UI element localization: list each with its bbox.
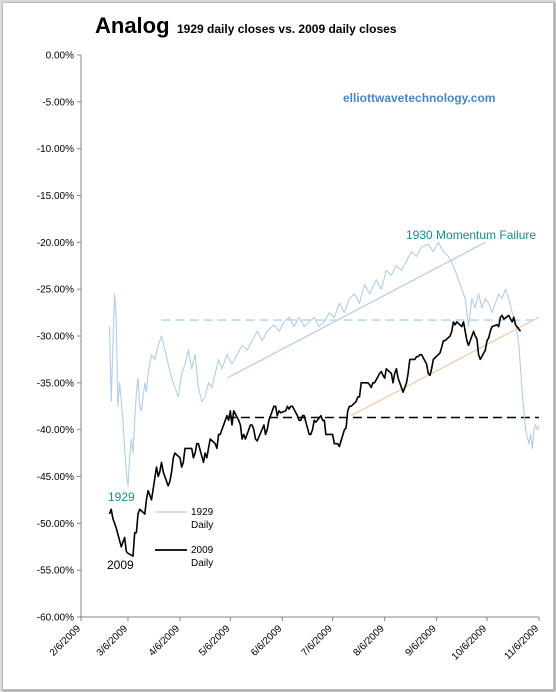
chart: Analog 1929 daily closes vs. 2009 daily … bbox=[3, 3, 553, 689]
y-tick-label: -40.00% bbox=[37, 425, 74, 436]
y-tick-label: -30.00% bbox=[37, 332, 74, 343]
y-tick-label: -50.00% bbox=[37, 519, 74, 530]
series-line-1929 bbox=[110, 242, 540, 486]
momentum-failure-annotation: 1930 Momentum Failure bbox=[406, 228, 536, 242]
x-tick-label: 8/6/2009 bbox=[351, 623, 387, 659]
y-tick-label: -45.00% bbox=[37, 472, 74, 483]
y-tick-label: -55.00% bbox=[37, 566, 74, 577]
x-tick-label: 9/6/2009 bbox=[403, 623, 439, 659]
chart-title: Analog bbox=[95, 13, 170, 38]
trend-line bbox=[227, 242, 485, 378]
x-tick-label: 10/6/2009 bbox=[450, 623, 490, 663]
x-tick-label: 11/6/2009 bbox=[502, 623, 541, 662]
y-tick-label: -25.00% bbox=[37, 285, 74, 296]
label-2009: 2009 bbox=[107, 558, 134, 572]
watermark: elliottwavetechnology.com bbox=[343, 91, 495, 105]
legend-label: 1929 bbox=[191, 507, 214, 518]
y-tick-label: 0.00% bbox=[46, 51, 74, 62]
y-axis: 0.00% -5.00% -10.00% -15.00% -20.00% -25.00% -… bbox=[37, 51, 81, 624]
legend: 1929 Daily 2009 Daily bbox=[155, 507, 214, 569]
chart-subtitle: 1929 daily closes vs. 2009 daily closes bbox=[177, 22, 397, 36]
x-tick-label: 5/6/2009 bbox=[197, 623, 233, 659]
y-tick-label: -35.00% bbox=[37, 378, 74, 389]
legend-label: 2009 bbox=[191, 545, 214, 556]
series-layer bbox=[110, 242, 540, 556]
x-tick-label: 6/6/2009 bbox=[249, 623, 285, 659]
legend-label: Daily bbox=[191, 520, 213, 531]
label-1929: 1929 bbox=[108, 490, 135, 504]
legend-label: Daily bbox=[191, 558, 213, 569]
x-tick-label: 3/6/2009 bbox=[95, 623, 131, 659]
y-tick-label: -10.00% bbox=[37, 144, 74, 155]
reference-lines bbox=[162, 242, 539, 417]
y-tick-label: -5.00% bbox=[42, 97, 74, 108]
x-tick-label: 2/6/2009 bbox=[48, 623, 84, 659]
x-tick-label: 7/6/2009 bbox=[299, 623, 335, 659]
y-tick-label: -15.00% bbox=[37, 191, 74, 202]
y-tick-label: -60.00% bbox=[37, 613, 74, 624]
x-axis: 2/6/2009 3/6/2009 4/6/2009 5/6/2009 6/6/2009… bbox=[48, 617, 542, 663]
y-tick-label: -20.00% bbox=[37, 238, 74, 249]
trend-line bbox=[351, 317, 539, 415]
series-line-2009 bbox=[110, 315, 521, 556]
x-tick-label: 4/6/2009 bbox=[147, 623, 183, 659]
